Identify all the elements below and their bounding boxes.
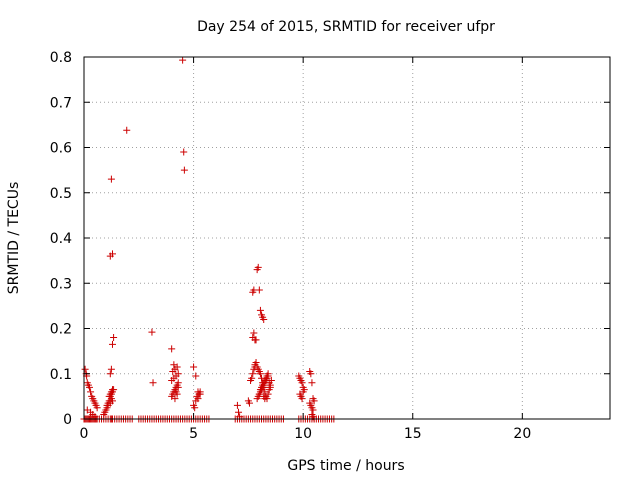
y-tick-label: 0.3: [50, 276, 72, 292]
data-point: [108, 250, 116, 258]
data-point: [174, 370, 182, 378]
data-point: [310, 397, 318, 405]
axis-ticks: [83, 56, 610, 420]
data-point: [81, 365, 89, 373]
data-point: [298, 379, 306, 387]
data-point: [260, 315, 268, 323]
data-point: [108, 340, 116, 348]
x-tick-label: 10: [294, 426, 312, 442]
data-point: [309, 406, 317, 414]
data-point: [192, 372, 200, 380]
y-tick-label: 0.7: [50, 95, 72, 111]
data-point: [107, 365, 115, 373]
data-point: [180, 148, 188, 156]
data-point: [255, 286, 263, 294]
data-point: [245, 399, 253, 407]
data-point: [256, 306, 264, 314]
x-tick-label: 20: [513, 426, 531, 442]
data-point: [107, 395, 115, 403]
data-point: [170, 361, 178, 369]
data-point: [171, 395, 179, 403]
data-point: [196, 388, 204, 396]
x-tick-label: 0: [80, 426, 89, 442]
x-tick-label: 5: [189, 426, 198, 442]
y-tick-label: 0.2: [50, 322, 72, 338]
data-point: [250, 329, 258, 337]
data-point: [249, 370, 257, 378]
data-point: [190, 363, 198, 371]
grid-lines: [84, 57, 610, 419]
data-point: [174, 383, 182, 391]
y-tick-label: 0.6: [50, 141, 72, 157]
data-point: [87, 388, 95, 396]
data-point: [149, 379, 157, 387]
data-point: [252, 358, 260, 366]
data-point: [307, 370, 315, 378]
y-tick-label: 0.4: [50, 231, 72, 247]
data-point: [256, 370, 264, 378]
data-point: [308, 379, 316, 387]
data-point: [110, 386, 118, 394]
data-point: [299, 388, 307, 396]
x-tick-labels: 0 5 10 15 20: [80, 426, 532, 442]
data-point: [110, 334, 118, 342]
data-point: [179, 56, 187, 64]
data-point: [106, 370, 114, 378]
data-point: [173, 390, 181, 398]
data-point: [85, 383, 93, 391]
data-point: [107, 175, 115, 183]
data-point: [261, 395, 269, 403]
y-tick-label: 0: [63, 412, 72, 428]
data-point: [93, 404, 101, 412]
chart-title: Day 254 of 2015, SRMTID for receiver ufp…: [197, 19, 495, 35]
data-point: [298, 395, 306, 403]
data-point: [235, 408, 243, 416]
data-point: [233, 401, 241, 409]
data-point: [252, 336, 260, 344]
data-point: [180, 166, 188, 174]
y-tick-label: 0.5: [50, 186, 72, 202]
y-tick-labels: 0 0.1 0.2 0.3 0.4 0.5 0.6 0.7 0.8: [50, 50, 72, 428]
data-point: [266, 383, 274, 391]
data-point: [248, 374, 256, 382]
data-point: [123, 126, 131, 134]
data-point: [264, 390, 272, 398]
y-tick-label: 0.1: [50, 367, 72, 383]
y-tick-label: 0.8: [50, 50, 72, 66]
data-point: [254, 263, 262, 271]
x-axis-label: GPS time / hours: [287, 458, 404, 474]
y-axis-label: SRMTID / TECUs: [6, 182, 22, 295]
x-tick-label: 15: [404, 426, 422, 442]
data-point: [264, 372, 272, 380]
data-point: [148, 328, 156, 336]
data-point: [168, 345, 176, 353]
data-point: [191, 404, 199, 412]
